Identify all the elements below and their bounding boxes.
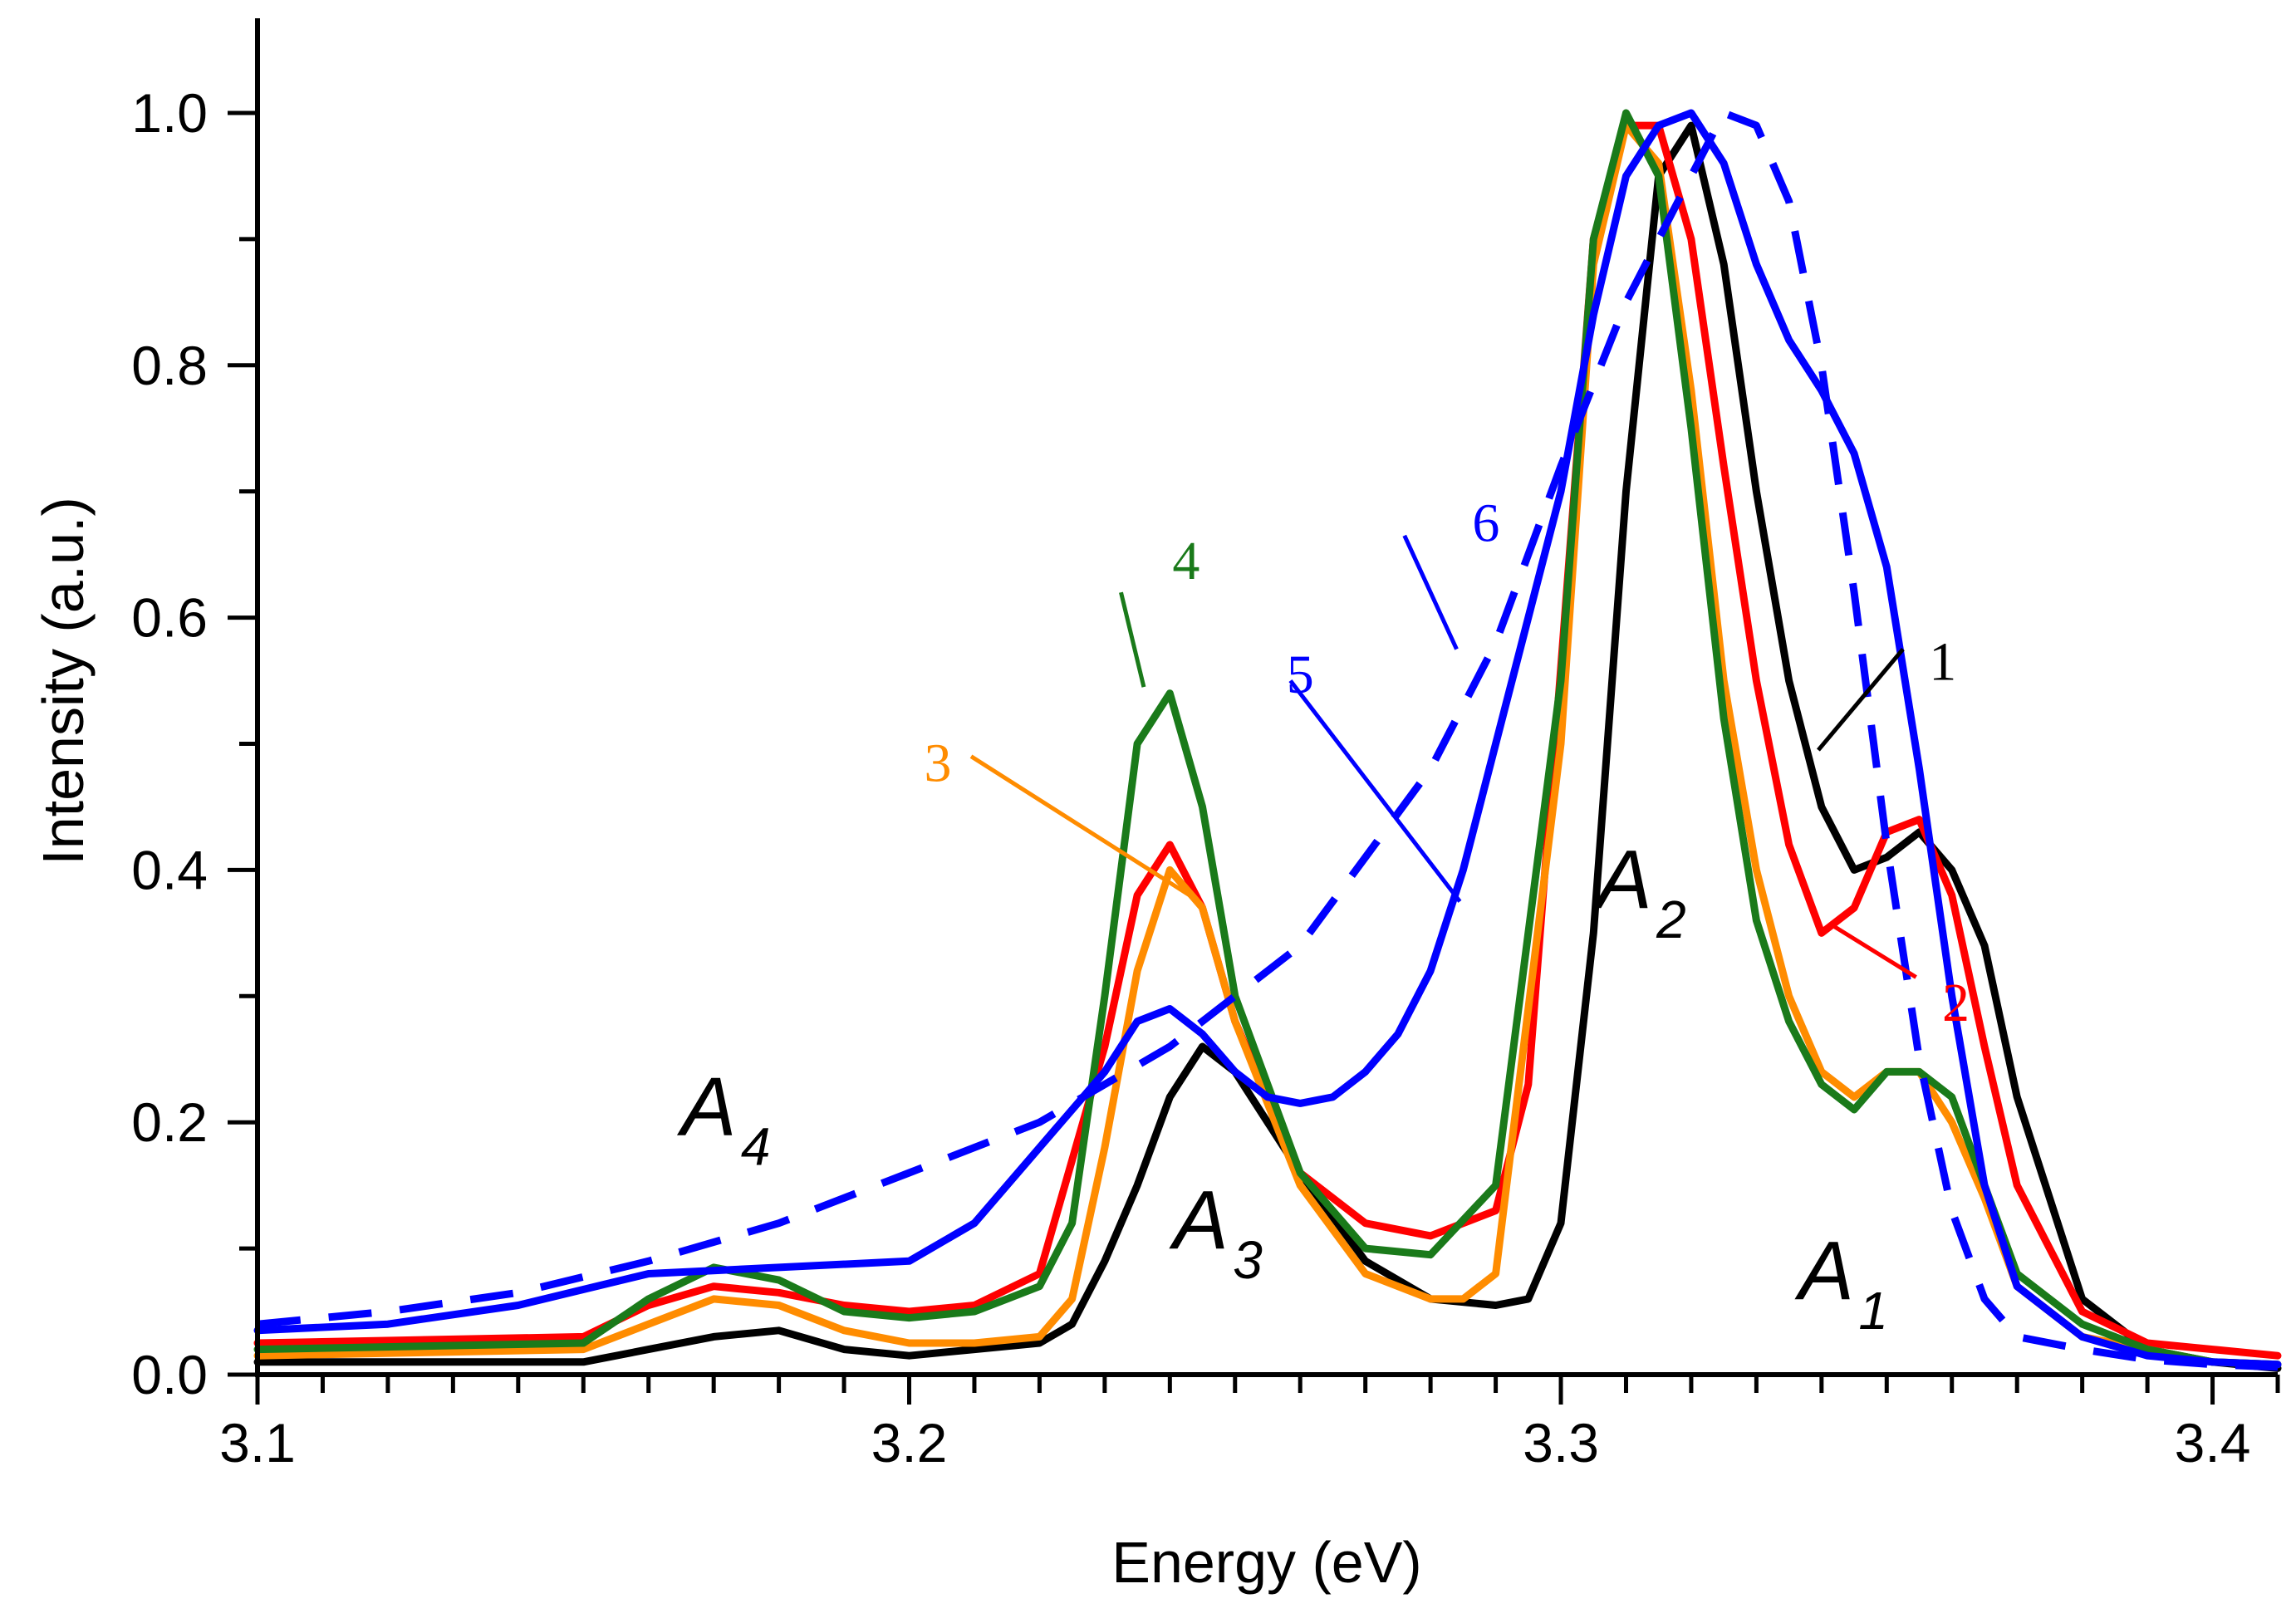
series-4-label: 4	[1172, 531, 1200, 591]
peak-label-main: A	[1169, 1174, 1229, 1267]
peak-label-sub: 4	[741, 1116, 771, 1176]
peak-label-main: A	[677, 1060, 737, 1153]
series-5-label: 5	[1287, 645, 1314, 705]
series-2-label: 2	[1942, 973, 1970, 1033]
x-axis-title: Energy (eV)	[1111, 1530, 1421, 1595]
x-tick-label: 3.1	[219, 1412, 296, 1473]
y-tick-label: 0.2	[131, 1091, 208, 1153]
series-5-leader-line	[1288, 679, 1462, 903]
peak-label-sub: 2	[1656, 890, 1686, 949]
y-tick-label: 0.8	[131, 335, 208, 396]
series-5-line	[253, 109, 2282, 1369]
series-3-line	[253, 121, 2282, 1369]
series-1-leader-line	[1817, 647, 1905, 752]
peak-label-sub: 1	[1858, 1281, 1888, 1341]
series-4-leader-line	[1119, 591, 1146, 688]
series-2-leader-line	[1833, 924, 1917, 979]
series-1-line	[253, 121, 2282, 1372]
y-tick-label: 0.4	[131, 839, 208, 900]
y-tick-label: 1.0	[131, 82, 208, 144]
series-3-label: 3	[925, 733, 952, 793]
x-tick-label: 3.3	[1523, 1412, 1599, 1473]
series-6-line	[257, 109, 2279, 1371]
x-tick-label: 3.4	[2175, 1412, 2251, 1473]
series-6-leader-line	[1402, 534, 1459, 650]
series-3-leader-line	[969, 754, 1191, 897]
y-tick-label: 0.6	[131, 587, 208, 649]
x-tick-label: 3.2	[871, 1412, 948, 1473]
peak-label-main: A	[1592, 833, 1652, 926]
series-4-line	[253, 109, 2282, 1369]
y-axis-title: Intensity (a.u.)	[31, 497, 96, 865]
axes-group: 3.1 3.2 3.3 3.4 0.0 0.2 0.4 0.6 0.8 1.0	[131, 18, 2280, 1473]
series-1-label: 1	[1929, 632, 1956, 693]
peak-label-sub: 3	[1233, 1230, 1263, 1290]
y-tick-label: 0.0	[131, 1344, 208, 1405]
peak-label-main: A	[1794, 1224, 1854, 1317]
series-6-label: 6	[1472, 493, 1499, 554]
series-group	[253, 109, 2282, 1372]
